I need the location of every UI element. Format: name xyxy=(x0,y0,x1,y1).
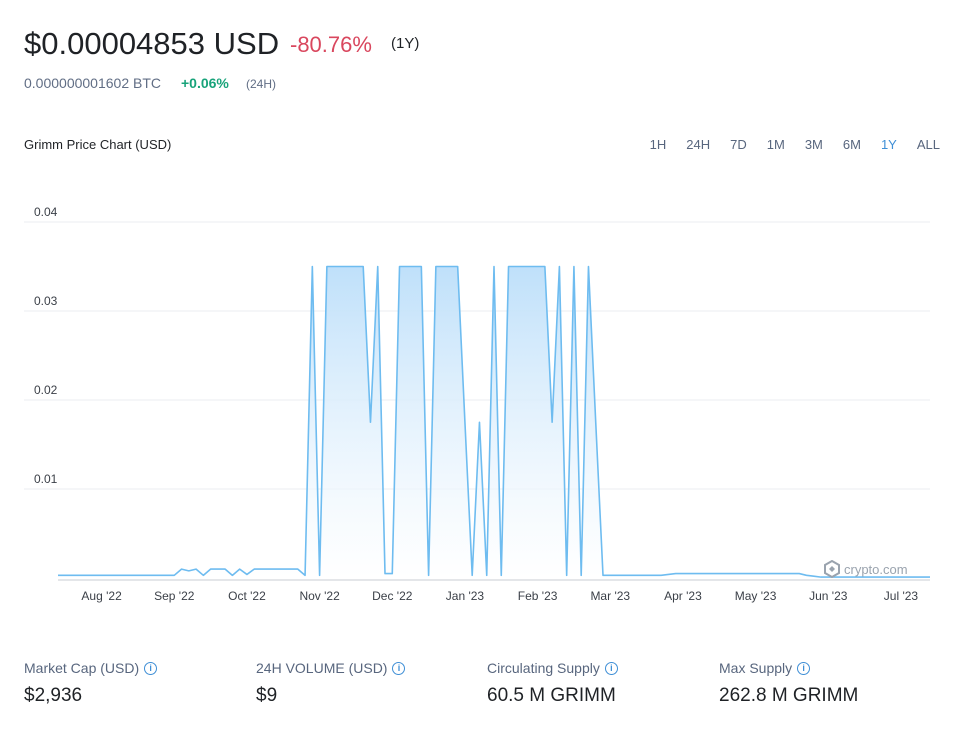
stat-label: Max Supply xyxy=(719,660,793,676)
y-tick-label: 0.02 xyxy=(34,383,58,397)
stat-label-row: Circulating Supply i xyxy=(487,660,618,676)
watermark-logo xyxy=(824,560,840,578)
range-button[interactable]: 7D xyxy=(730,137,747,152)
price: $0.00004853 USD xyxy=(24,26,280,61)
range-button[interactable]: ALL xyxy=(916,137,940,152)
range-button[interactable]: 6M xyxy=(842,137,861,152)
x-tick-label: Nov '22 xyxy=(299,589,340,603)
line xyxy=(58,265,930,578)
stat: Market Cap (USD) i $2,936 xyxy=(24,660,158,707)
stat-label: 24H VOLUME (USD) xyxy=(256,660,388,676)
watermark-text: crypto.com xyxy=(844,561,908,577)
info-icon[interactable]: i xyxy=(392,661,406,675)
range-button[interactable]: 24H xyxy=(686,137,711,152)
change-period: (1Y) xyxy=(391,35,420,52)
stat-value: $9 xyxy=(256,685,278,706)
stat-value: $2,936 xyxy=(24,685,83,706)
info-icon[interactable]: i xyxy=(797,661,811,675)
x-tick-label: Sep '22 xyxy=(154,589,195,603)
info-icon[interactable]: i xyxy=(604,661,618,675)
x-tick-label: May '23 xyxy=(735,589,777,603)
range-button[interactable]: 1Y xyxy=(880,137,897,152)
x-tick-label: Aug '22 xyxy=(81,589,122,603)
x-tick-label: Jan '23 xyxy=(446,589,485,603)
x-tick-label: Jun '23 xyxy=(809,589,848,603)
chart: 0.01 0.02 0.03 0.04 Aug '22 Sep '22 Oct '22 Nov… xyxy=(24,205,930,603)
stat-label-row: Max Supply i xyxy=(719,660,858,676)
x-tick-label: Mar '23 xyxy=(590,589,630,603)
range-button[interactable]: 1M xyxy=(766,137,785,152)
y-tick-label: 0.04 xyxy=(34,205,58,219)
watermark: crypto.com xyxy=(824,560,908,578)
btc-change: +0.06% xyxy=(181,75,229,91)
stat-value: 60.5 M GRIMM xyxy=(487,685,616,706)
range-selector: 1H 24H 7D 1M 3M 6M 1Y ALL xyxy=(650,137,940,152)
stat-value: 262.8 M GRIMM xyxy=(719,685,859,706)
x-tick-label: Feb '23 xyxy=(518,589,558,603)
btc-price: 0.000000001602 BTC xyxy=(24,75,161,91)
stat-label: Market Cap (USD) xyxy=(24,660,140,676)
info-icon[interactable]: i xyxy=(144,661,158,675)
range-button[interactable]: 3M xyxy=(804,137,823,152)
stat-label: Circulating Supply xyxy=(487,660,600,676)
x-tick-label: Apr '23 xyxy=(664,589,702,603)
x-tick-label: Oct '22 xyxy=(228,589,266,603)
x-tick-label: Dec '22 xyxy=(372,589,413,603)
range-button[interactable]: 1H xyxy=(649,137,667,152)
stat: 24H VOLUME (USD) i $9 xyxy=(256,660,406,707)
btc-period: (24H) xyxy=(246,77,277,91)
price-change: -80.76% xyxy=(290,32,372,57)
chart-title: Grimm Price Chart (USD) xyxy=(24,137,172,152)
stat: Circulating Supply i 60.5 M GRIMM xyxy=(487,660,618,707)
x-tick-label: Jul '23 xyxy=(884,589,919,603)
stat: Max Supply i 262.8 M GRIMM xyxy=(719,660,858,707)
y-tick-label: 0.01 xyxy=(34,472,58,486)
stat-label-row: Market Cap (USD) i xyxy=(24,660,158,676)
y-tick-label: 0.03 xyxy=(34,294,58,308)
stat-label-row: 24H VOLUME (USD) i xyxy=(256,660,406,676)
area xyxy=(58,266,930,578)
